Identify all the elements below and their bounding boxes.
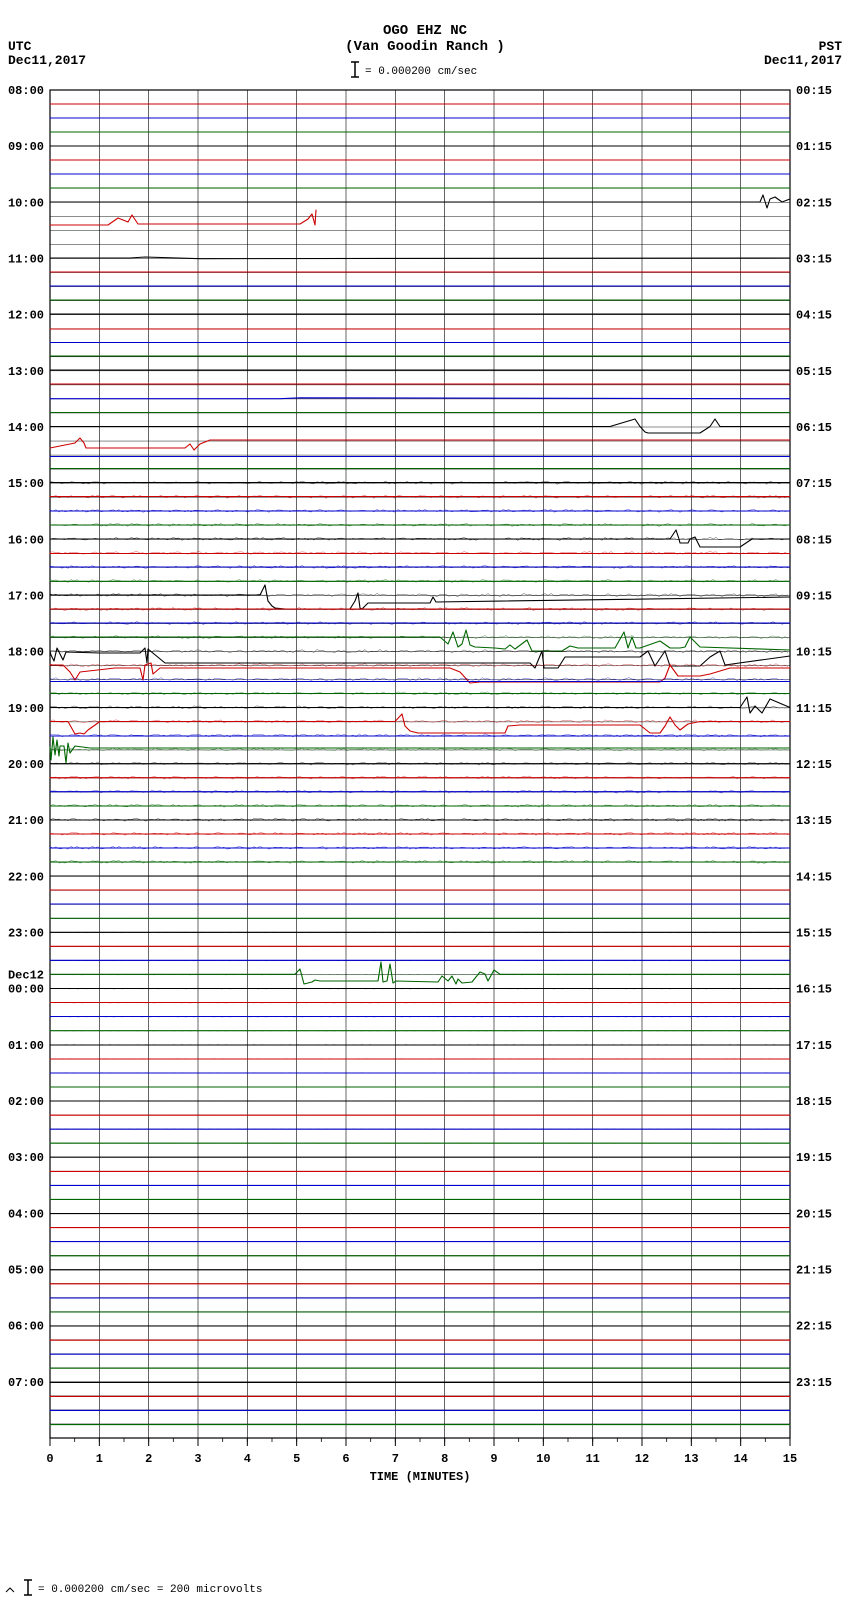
x-tick-label: 0 bbox=[46, 1452, 53, 1466]
x-tick-label: 10 bbox=[536, 1452, 550, 1466]
pst-hour-label: 14:15 bbox=[796, 870, 832, 884]
x-tick-label: 8 bbox=[441, 1452, 448, 1466]
x-tick-label: 1 bbox=[96, 1452, 103, 1466]
utc-hour-label: 01:00 bbox=[8, 1039, 44, 1053]
x-tick-label: 11 bbox=[585, 1452, 599, 1466]
utc-hour-label: 10:00 bbox=[8, 196, 44, 210]
utc-hour-label: 21:00 bbox=[8, 814, 44, 828]
pst-hour-label: 22:15 bbox=[796, 1320, 832, 1334]
seismogram-chart: OGO EHZ NC(Van Goodin Ranch ) = 0.000200 … bbox=[0, 0, 850, 1613]
x-tick-label: 7 bbox=[392, 1452, 399, 1466]
utc-hour-label: 04:00 bbox=[8, 1207, 44, 1221]
x-tick-label: 15 bbox=[783, 1452, 797, 1466]
pst-hour-label: 10:15 bbox=[796, 646, 832, 660]
pst-hour-label: 04:15 bbox=[796, 309, 832, 323]
utc-hour-label: 09:00 bbox=[8, 140, 44, 154]
x-tick-label: 3 bbox=[194, 1452, 201, 1466]
utc-hour-label: 14:00 bbox=[8, 421, 44, 435]
utc-hour-label: 00:00 bbox=[8, 983, 44, 997]
chart-svg: OGO EHZ NC(Van Goodin Ranch ) = 0.000200 … bbox=[0, 0, 850, 1613]
utc-hour-label: 02:00 bbox=[8, 1095, 44, 1109]
utc-hour-label: 17:00 bbox=[8, 590, 44, 604]
scale-label-top: = 0.000200 cm/sec bbox=[365, 66, 477, 78]
utc-hour-label: 20:00 bbox=[8, 758, 44, 772]
x-tick-label: 12 bbox=[635, 1452, 649, 1466]
utc-hour-label: 07:00 bbox=[8, 1376, 44, 1390]
pst-hour-label: 13:15 bbox=[796, 814, 832, 828]
pst-hour-label: 12:15 bbox=[796, 758, 832, 772]
utc-hour-label: 15:00 bbox=[8, 477, 44, 491]
pst-hour-label: 02:15 bbox=[796, 196, 832, 210]
pst-hour-label: 19:15 bbox=[796, 1151, 832, 1165]
utc-hour-label: 11:00 bbox=[8, 253, 44, 267]
x-tick-label: 9 bbox=[490, 1452, 497, 1466]
pst-hour-label: 20:15 bbox=[796, 1207, 832, 1221]
pst-hour-label: 23:15 bbox=[796, 1376, 832, 1390]
scale-label-bottom: = 0.000200 cm/sec = 200 microvolts bbox=[38, 1584, 262, 1596]
utc-hour-label: 03:00 bbox=[8, 1151, 44, 1165]
utc-hour-label: 06:00 bbox=[8, 1320, 44, 1334]
pst-hour-label: 16:15 bbox=[796, 983, 832, 997]
x-tick-label: 4 bbox=[244, 1452, 251, 1466]
pst-hour-label: 01:15 bbox=[796, 140, 832, 154]
pst-hour-label: 17:15 bbox=[796, 1039, 832, 1053]
title-line-1: OGO EHZ NC bbox=[383, 23, 468, 39]
utc-hour-label: 13:00 bbox=[8, 365, 44, 379]
pst-hour-label: 15:15 bbox=[796, 927, 832, 941]
title-line-2: (Van Goodin Ranch ) bbox=[345, 39, 505, 55]
pst-hour-label: 00:15 bbox=[796, 84, 832, 98]
x-tick-label: 2 bbox=[145, 1452, 152, 1466]
utc-hour-label: 19:00 bbox=[8, 702, 44, 716]
left-date: Dec11,2017 bbox=[8, 53, 86, 68]
utc-hour-label: 18:00 bbox=[8, 646, 44, 660]
utc-hour-label: 12:00 bbox=[8, 309, 44, 323]
pst-hour-label: 06:15 bbox=[796, 421, 832, 435]
utc-hour-label: 16:00 bbox=[8, 533, 44, 547]
left-tz: UTC bbox=[8, 39, 32, 54]
utc-hour-label: 23:00 bbox=[8, 927, 44, 941]
pst-hour-label: 03:15 bbox=[796, 253, 832, 267]
utc-hour-label: 22:00 bbox=[8, 870, 44, 884]
x-tick-label: 13 bbox=[684, 1452, 698, 1466]
pst-hour-label: 08:15 bbox=[796, 533, 832, 547]
pst-hour-label: 07:15 bbox=[796, 477, 832, 491]
utc-hour-label: 08:00 bbox=[8, 84, 44, 98]
pst-hour-label: 11:15 bbox=[796, 702, 832, 716]
right-tz: PST bbox=[819, 39, 843, 54]
x-tick-label: 5 bbox=[293, 1452, 300, 1466]
pst-hour-label: 21:15 bbox=[796, 1264, 832, 1278]
pst-hour-label: 05:15 bbox=[796, 365, 832, 379]
x-axis-label: TIME (MINUTES) bbox=[370, 1470, 471, 1484]
pst-hour-label: 18:15 bbox=[796, 1095, 832, 1109]
utc-hour-label: 05:00 bbox=[8, 1264, 44, 1278]
pst-hour-label: 09:15 bbox=[796, 590, 832, 604]
x-tick-label: 14 bbox=[733, 1452, 747, 1466]
utc-date-change: Dec12 bbox=[8, 969, 44, 983]
right-date: Dec11,2017 bbox=[764, 53, 842, 68]
x-tick-label: 6 bbox=[342, 1452, 349, 1466]
